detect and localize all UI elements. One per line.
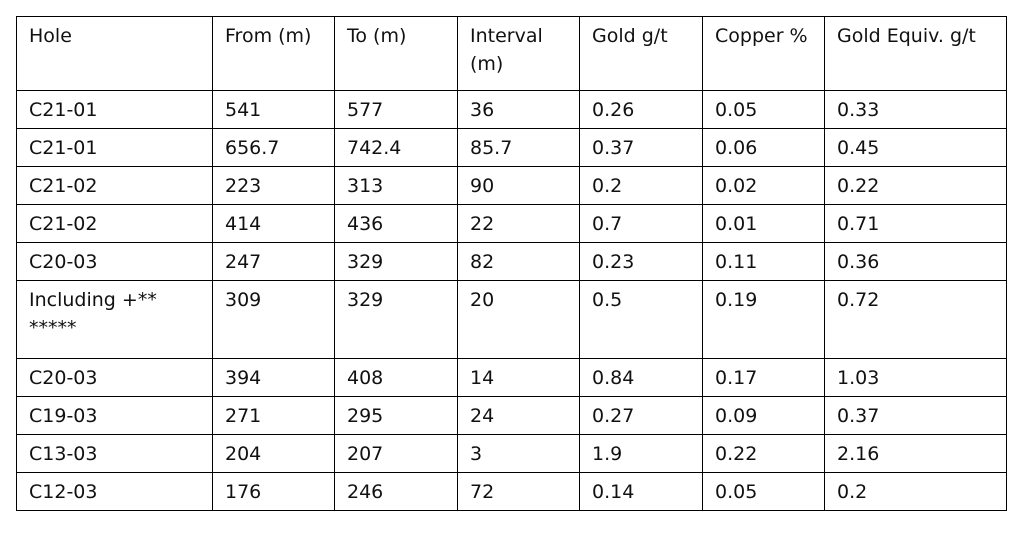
table-cell: 271 xyxy=(212,396,335,435)
table-cell: 408 xyxy=(334,358,458,397)
table-cell: 1.9 xyxy=(579,434,703,473)
table-row: C19-03 271 295 24 0.27 0.09 0.37 xyxy=(16,396,1007,435)
table-cell: 0.2 xyxy=(824,472,1007,511)
table-body: C21-01 541 577 36 0.26 0.05 0.33 C21-01 656.7 742… xyxy=(16,90,1007,511)
table-cell: 82 xyxy=(457,242,580,281)
table-cell: 394 xyxy=(212,358,335,397)
table-cell: 246 xyxy=(334,472,458,511)
table-cell: 14 xyxy=(457,358,580,397)
table-cell: 656.7 xyxy=(212,128,335,167)
table-cell: 0.84 xyxy=(579,358,703,397)
table-cell: 176 xyxy=(212,472,335,511)
header-cell: Gold g/t xyxy=(579,16,703,91)
table-cell: 1.03 xyxy=(824,358,1007,397)
table-cell: 0.72 xyxy=(824,280,1007,359)
table-row: Including +** ***** 309 329 20 0.5 0.19 0.72 xyxy=(16,280,1007,359)
table-cell: 0.01 xyxy=(702,204,825,243)
table-cell: 541 xyxy=(212,90,335,129)
table-cell: 329 xyxy=(334,280,458,359)
table-cell: C21-02 xyxy=(16,204,213,243)
table-cell: C21-01 xyxy=(16,128,213,167)
table-cell: 0.33 xyxy=(824,90,1007,129)
table-cell: 0.36 xyxy=(824,242,1007,281)
table-cell: C12-03 xyxy=(16,472,213,511)
header-cell: Gold Equiv. g/t xyxy=(824,16,1007,91)
header-cell: Copper % xyxy=(702,16,825,91)
table-cell: 0.37 xyxy=(579,128,703,167)
header-cell: Hole xyxy=(16,16,213,91)
table-cell: C21-02 xyxy=(16,166,213,205)
table-cell: C20-03 xyxy=(16,358,213,397)
table-cell: 85.7 xyxy=(457,128,580,167)
table-cell: 329 xyxy=(334,242,458,281)
table-cell: 0.45 xyxy=(824,128,1007,167)
table-cell: 90 xyxy=(457,166,580,205)
table-cell: 309 xyxy=(212,280,335,359)
table-cell: 24 xyxy=(457,396,580,435)
table-row: C12-03 176 246 72 0.14 0.05 0.2 xyxy=(16,472,1007,511)
data-table: Hole From (m) To (m) Interval (m) Gold g/t Co… xyxy=(16,16,1007,511)
table-cell: 3 xyxy=(457,434,580,473)
table-cell: 207 xyxy=(334,434,458,473)
table-cell: 295 xyxy=(334,396,458,435)
table-cell: 0.02 xyxy=(702,166,825,205)
table-row: C21-02 223 313 90 0.2 0.02 0.22 xyxy=(16,166,1007,205)
table-cell: 0.2 xyxy=(579,166,703,205)
table-cell: 313 xyxy=(334,166,458,205)
table-row: C20-03 394 408 14 0.84 0.17 1.03 xyxy=(16,358,1007,397)
header-row: Hole From (m) To (m) Interval (m) Gold g/t Co… xyxy=(16,16,1007,91)
table-cell: 0.19 xyxy=(702,280,825,359)
table-cell: 0.22 xyxy=(702,434,825,473)
table-cell: 0.71 xyxy=(824,204,1007,243)
table-row: C21-01 656.7 742.4 85.7 0.37 0.06 0.45 xyxy=(16,128,1007,167)
table-cell: 0.23 xyxy=(579,242,703,281)
table-cell: 2.16 xyxy=(824,434,1007,473)
table-cell: 0.27 xyxy=(579,396,703,435)
table-cell: 247 xyxy=(212,242,335,281)
table-cell: 0.7 xyxy=(579,204,703,243)
table-cell: 223 xyxy=(212,166,335,205)
table-cell: 0.37 xyxy=(824,396,1007,435)
table-cell: 20 xyxy=(457,280,580,359)
table-cell: 0.5 xyxy=(579,280,703,359)
table-cell: 0.06 xyxy=(702,128,825,167)
table-row: C20-03 247 329 82 0.23 0.11 0.36 xyxy=(16,242,1007,281)
table-cell: 0.17 xyxy=(702,358,825,397)
table-cell: C13-03 xyxy=(16,434,213,473)
table-cell: 414 xyxy=(212,204,335,243)
table-cell: C19-03 xyxy=(16,396,213,435)
header-cell: Interval (m) xyxy=(457,16,580,91)
table-cell: C20-03 xyxy=(16,242,213,281)
table-cell: 72 xyxy=(457,472,580,511)
table-cell: 0.11 xyxy=(702,242,825,281)
table-cell: 742.4 xyxy=(334,128,458,167)
table-cell: 22 xyxy=(457,204,580,243)
table-row: C21-02 414 436 22 0.7 0.01 0.71 xyxy=(16,204,1007,243)
table-cell: 436 xyxy=(334,204,458,243)
table-cell: 0.14 xyxy=(579,472,703,511)
header-cell: To (m) xyxy=(334,16,458,91)
table-row: C21-01 541 577 36 0.26 0.05 0.33 xyxy=(16,90,1007,129)
table-cell: 0.05 xyxy=(702,472,825,511)
table-cell: C21-01 xyxy=(16,90,213,129)
table-cell: 577 xyxy=(334,90,458,129)
table-cell: 0.22 xyxy=(824,166,1007,205)
table-row: C13-03 204 207 3 1.9 0.22 2.16 xyxy=(16,434,1007,473)
table-cell: Including +** ***** xyxy=(16,280,213,359)
table-cell: 204 xyxy=(212,434,335,473)
table-cell: 0.09 xyxy=(702,396,825,435)
header-cell: From (m) xyxy=(212,16,335,91)
table-cell: 0.05 xyxy=(702,90,825,129)
table-cell: 0.26 xyxy=(579,90,703,129)
table-cell: 36 xyxy=(457,90,580,129)
